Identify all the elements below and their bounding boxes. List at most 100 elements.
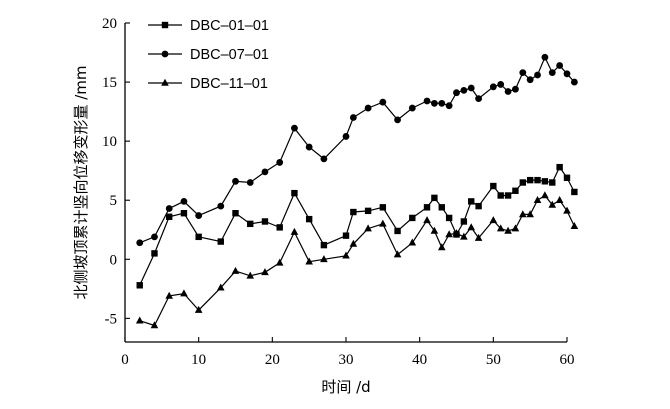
circle-marker-point [276,159,284,166]
square-marker-point [460,218,468,225]
series-1 [136,163,578,289]
legend-item: DBC–11–01 [148,76,268,92]
circle-marker-point [195,212,203,219]
circle-marker-point [467,84,475,92]
square-marker-point [475,202,482,210]
circle-marker-point [519,69,527,77]
triangle-marker-point [342,251,350,259]
legend-label: DBC–01–01 [190,18,269,34]
triangle-marker-point [379,219,387,227]
legend-circle-marker [161,50,169,58]
square-marker-point [342,232,350,239]
circle-marker-point [431,99,438,107]
triangle-marker-point [467,223,476,231]
axes: 0 10 20 30 40 50 60 -5 0 5 10 15 20 [102,16,575,368]
y-tick-label: 20 [102,16,117,32]
triangle-marker-point [555,196,564,204]
triangle-marker-point [194,305,203,313]
circle-marker-point [445,102,453,110]
square-marker-point [549,179,556,186]
square-marker-point [305,215,313,223]
circle-marker-point [541,53,549,61]
square-marker-point [526,176,534,184]
circle-marker-point [261,168,269,176]
triangle-marker-point [474,233,483,241]
triangle-marker-point [496,224,505,232]
square-marker-point [504,192,512,199]
circle-marker-point [548,69,556,77]
circle-marker-point [556,62,564,69]
square-marker-point [320,241,328,249]
triangle-marker-point [460,232,468,240]
square-marker-point [423,204,431,211]
circle-marker-point [526,76,534,84]
square-marker-point [394,227,401,235]
circle-marker-point [320,155,328,163]
square-marker-point [151,250,158,257]
circle-marker-point [408,104,416,112]
square-marker-point [468,198,475,205]
circle-marker-point [497,81,505,88]
y-tick-label: 0 [110,252,118,268]
triangle-marker-point [216,283,225,291]
legend-item: DBC–01–01 [148,18,269,34]
square-marker-point [409,214,416,222]
triangle-marker-point [180,289,188,297]
legend-label: DBC–11–01 [190,76,268,92]
circle-marker-point [534,71,541,79]
y-tick-label: -5 [105,311,118,327]
square-marker-point [232,210,239,217]
triangle-marker-point [511,224,520,232]
square-marker-point [291,189,298,197]
circle-marker-point [217,202,225,210]
circle-marker-point [291,124,298,132]
triangle-marker-point [533,196,542,204]
triangle-marker-point [135,316,144,324]
circle-marker-point [349,114,357,121]
square-marker-point [276,224,283,231]
square-marker-point [534,176,541,184]
square-marker-point [261,218,269,225]
y-tick-label: 15 [102,75,117,91]
x-tick-label: 50 [486,352,501,368]
x-tick-label: 10 [191,352,206,368]
square-marker-point [497,192,504,199]
circle-marker-point [423,97,431,105]
circle-marker-point [489,83,497,91]
circle-marker-point [394,116,401,124]
square-marker-point [247,220,254,228]
square-marker-point [166,213,173,220]
triangle-marker-point [290,227,299,235]
square-marker-point [512,187,519,194]
circle-marker-point [563,70,571,78]
circle-marker-point [570,78,578,86]
y-axis-title: 北侧坡顶累计竖向位移变形量 /mm [72,65,90,299]
circle-marker-point [379,98,387,106]
legend-item: DBC–07–01 [148,47,269,63]
legend-label: DBC–07–01 [190,47,269,63]
square-marker-point [563,174,571,181]
circle-marker-point [504,88,512,95]
square-marker-point [541,178,549,185]
series-3 [135,191,579,329]
x-tick-label: 40 [412,352,427,368]
circle-marker-point [475,95,482,103]
circle-marker-point [305,143,313,151]
circle-marker-point [460,86,468,94]
x-tick-label: 60 [560,352,575,368]
square-marker-point [350,208,357,216]
square-marker-point [556,163,563,171]
circle-marker-point [180,198,188,205]
triangle-marker-point [393,250,402,258]
square-marker-point [364,207,372,215]
circle-marker-point [512,85,519,93]
triangle-marker-point [526,210,534,218]
circle-marker-point [364,104,372,112]
series-line [139,194,575,327]
circle-marker-point [151,233,158,241]
triangle-marker-point [423,216,431,224]
square-marker-point [180,210,188,217]
circle-marker-point [232,177,239,185]
